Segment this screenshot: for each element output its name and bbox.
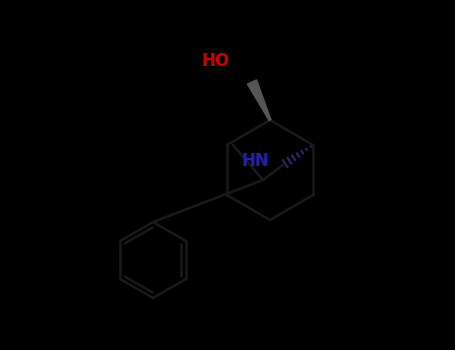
Text: HN: HN xyxy=(241,152,269,170)
Text: HO: HO xyxy=(202,52,230,70)
Polygon shape xyxy=(248,80,271,120)
